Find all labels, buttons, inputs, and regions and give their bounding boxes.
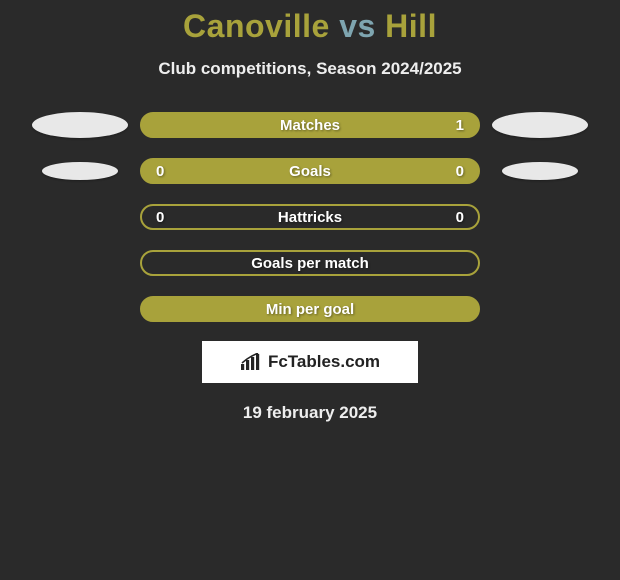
subtitle: Club competitions, Season 2024/2025 (0, 59, 620, 79)
left-side (20, 162, 140, 180)
comparison-widget: Canoville vs Hill Club competitions, Sea… (0, 0, 620, 423)
logo-row: FcTables.com (0, 341, 620, 383)
player-left-marker (42, 162, 118, 180)
stat-value-left: 0 (156, 163, 168, 180)
stat-bar: Min per goal (140, 296, 480, 322)
stat-bar: Matches 1 (140, 112, 480, 138)
player-right-marker (492, 112, 588, 138)
page-title: Canoville vs Hill (0, 8, 620, 45)
stat-bar: Goals per match (140, 250, 480, 276)
stat-label: Matches (280, 117, 340, 134)
player-right-name: Hill (385, 8, 437, 44)
stat-bar: 0 Goals 0 (140, 158, 480, 184)
left-side (20, 112, 140, 138)
stat-row: Min per goal (0, 295, 620, 323)
player-left-name: Canoville (183, 8, 330, 44)
logo-text: FcTables.com (268, 352, 380, 372)
stat-label: Hattricks (278, 209, 342, 226)
fctables-logo[interactable]: FcTables.com (202, 341, 418, 383)
stat-value-right: 0 (452, 209, 464, 226)
stat-row: 0 Goals 0 (0, 157, 620, 185)
stat-label: Goals per match (251, 255, 369, 272)
stat-label: Min per goal (266, 301, 354, 318)
stat-row: Goals per match (0, 249, 620, 277)
stats-rows: Matches 1 0 Goals 0 0 Hattricks 0 Goals per matc… (0, 111, 620, 323)
stat-value-right: 1 (452, 117, 464, 134)
vs-text: vs (339, 8, 376, 44)
right-side (480, 162, 600, 180)
stat-value-left: 0 (156, 209, 168, 226)
stat-bar: 0 Hattricks 0 (140, 204, 480, 230)
stat-label: Goals (289, 163, 331, 180)
date-text: 19 february 2025 (0, 403, 620, 423)
stat-value-right: 0 (452, 163, 464, 180)
player-left-marker (32, 112, 128, 138)
stat-row: 0 Hattricks 0 (0, 203, 620, 231)
right-side (480, 112, 600, 138)
bar-chart-icon (240, 353, 262, 371)
player-right-marker (502, 162, 578, 180)
stat-row: Matches 1 (0, 111, 620, 139)
